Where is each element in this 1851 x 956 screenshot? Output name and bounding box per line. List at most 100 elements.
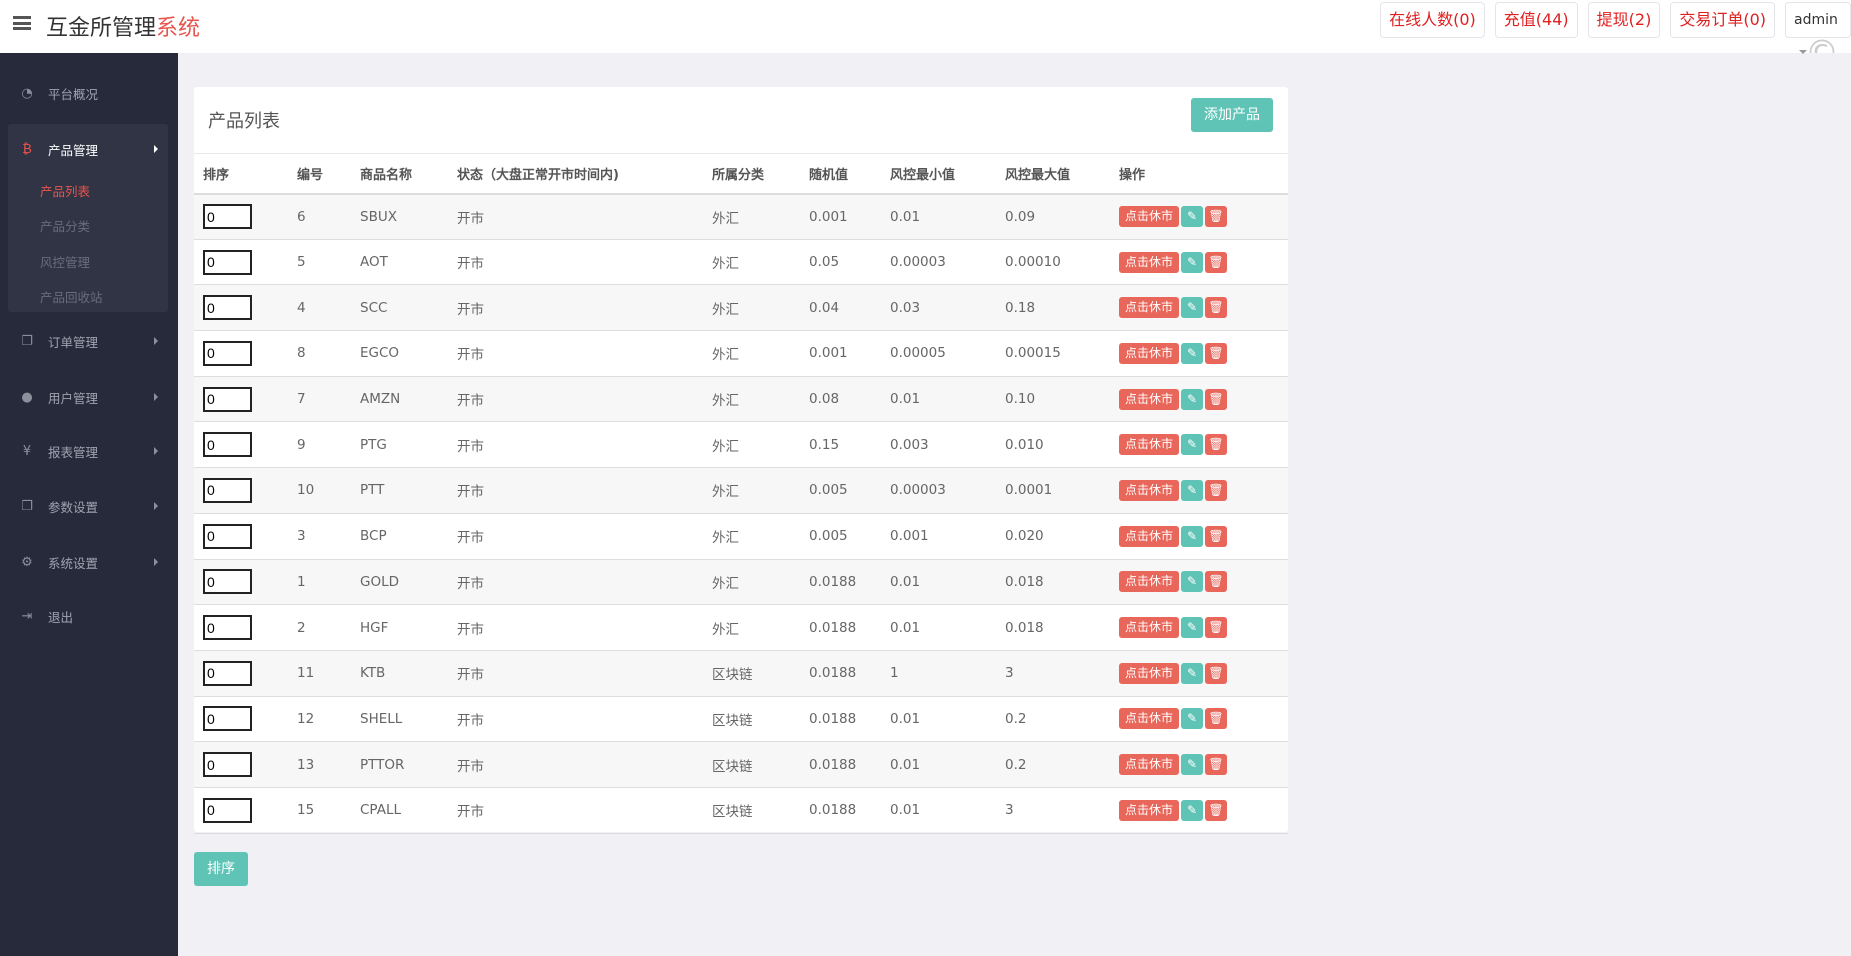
edit-button[interactable]: ✎ [1181,571,1203,593]
sort-input[interactable] [203,386,252,412]
sidebar-sub-product-list[interactable]: 产品列表 [40,184,91,199]
sort-input[interactable] [203,295,252,321]
sidebar-item-params[interactable]: ❐ 参数设置 [0,486,178,526]
close-market-button[interactable]: 点击休市 [1119,754,1179,776]
col-status: 状态（大盘正常开市时间内) [457,153,712,195]
cell-status: 开市 [457,330,712,377]
cell-id: 8 [297,330,360,377]
actions-cell: 点击休市 ✎ 🗑 [1119,604,1288,651]
close-market-button[interactable]: 点击休市 [1119,571,1179,593]
sort-input[interactable] [203,523,252,549]
sort-input[interactable] [203,340,252,366]
add-product-button[interactable]: 添加产品 [1191,98,1273,132]
cell-max: 0.18 [1005,284,1119,332]
sidebar-item-overview[interactable]: ◔ 平台概况 [0,73,178,113]
delete-button[interactable]: 🗑 [1205,799,1227,821]
delete-button[interactable]: 🗑 [1205,297,1227,319]
cell-cat: 外汇 [712,604,809,651]
delete-button[interactable]: 🗑 [1205,342,1227,364]
edit-button[interactable]: ✎ [1181,662,1203,684]
menu-toggle-icon[interactable] [13,16,31,30]
close-market-button[interactable]: 点击休市 [1119,251,1179,273]
cell-rand: 0.15 [809,421,890,469]
close-market-button[interactable]: 点击休市 [1119,799,1179,821]
cell-rand: 0.005 [809,467,890,514]
edit-button[interactable]: ✎ [1181,479,1203,501]
trash-icon: 🗑 [1208,300,1224,315]
sort-input[interactable] [203,432,252,458]
edit-button[interactable]: ✎ [1181,206,1203,228]
sort-input[interactable] [203,569,252,595]
cell-name: SCC [360,284,457,332]
caret-right-icon [154,447,158,455]
actions-cell: 点击休市 ✎ 🗑 [1119,376,1288,423]
online-users-button[interactable]: 在线人数(0) [1380,2,1485,38]
cell-cat: 外汇 [712,467,809,514]
cell-id: 9 [297,421,360,469]
sidebar-sub-risk-control[interactable]: 风控管理 [40,255,91,270]
close-market-button[interactable]: 点击休市 [1119,297,1179,319]
edit-button[interactable]: ✎ [1181,434,1203,456]
delete-button[interactable]: 🗑 [1205,708,1227,730]
pencil-icon: ✎ [1186,665,1198,680]
sidebar-item-system[interactable]: ⚙ 系统设置 [0,542,178,582]
sort-input[interactable] [203,706,252,732]
delete-button[interactable]: 🗑 [1205,754,1227,776]
edit-button[interactable]: ✎ [1181,754,1203,776]
close-market-button[interactable]: 点击休市 [1119,388,1179,410]
edit-button[interactable]: ✎ [1181,708,1203,730]
sidebar-item-users[interactable]: ● 用户管理 [0,377,178,417]
cell-status: 开市 [457,193,712,240]
sort-input[interactable] [203,797,252,823]
delete-button[interactable]: 🗑 [1205,662,1227,684]
close-market-button[interactable]: 点击休市 [1119,206,1179,228]
sort-input[interactable] [203,752,252,778]
close-market-button[interactable]: 点击休市 [1119,662,1179,684]
sort-input[interactable] [203,660,252,686]
delete-button[interactable]: 🗑 [1205,571,1227,593]
sidebar-sub-product-category[interactable]: 产品分类 [40,219,91,234]
delete-button[interactable]: 🗑 [1205,525,1227,547]
sort-input[interactable] [203,249,252,275]
withdraw-button[interactable]: 提现(2) [1587,2,1661,38]
caret-right-icon [154,502,158,510]
edit-button[interactable]: ✎ [1181,388,1203,410]
sort-button[interactable]: 排序 [194,852,248,886]
cell-min: 0.01 [890,696,1005,743]
cell-rand: 0.0188 [809,787,890,834]
delete-button[interactable]: 🗑 [1205,479,1227,501]
edit-button[interactable]: ✎ [1181,297,1203,319]
edit-button[interactable]: ✎ [1181,525,1203,547]
cell-min: 0.01 [890,193,1005,240]
delete-button[interactable]: 🗑 [1205,251,1227,273]
trade-orders-button[interactable]: 交易订单(0) [1670,2,1775,38]
close-market-button[interactable]: 点击休市 [1119,434,1179,456]
edit-button[interactable]: ✎ [1181,617,1203,639]
sort-input[interactable] [203,477,252,503]
sidebar-item-reports[interactable]: ¥ 报表管理 [0,431,178,471]
edit-button[interactable]: ✎ [1181,342,1203,364]
close-market-button[interactable]: 点击休市 [1119,708,1179,730]
sort-input[interactable] [203,615,252,641]
sidebar-sub-recycle-bin[interactable]: 产品回收站 [40,290,103,305]
edit-button[interactable]: ✎ [1181,799,1203,821]
close-market-button[interactable]: 点击休市 [1119,342,1179,364]
close-market-button[interactable]: 点击休市 [1119,525,1179,547]
close-market-button[interactable]: 点击休市 [1119,479,1179,501]
delete-button[interactable]: 🗑 [1205,206,1227,228]
sort-input[interactable] [203,204,252,230]
delete-button[interactable]: 🗑 [1205,617,1227,639]
sort-cell [194,696,297,743]
close-market-button[interactable]: 点击休市 [1119,617,1179,639]
cell-id: 5 [297,239,360,286]
sidebar-item-products[interactable]: ₿ 产品管理 [0,129,178,169]
sidebar-item-orders[interactable]: ❐ 订单管理 [0,321,178,361]
admin-dropdown[interactable]: admin [1785,2,1851,38]
sort-cell [194,421,297,469]
edit-button[interactable]: ✎ [1181,251,1203,273]
delete-button[interactable]: 🗑 [1205,388,1227,410]
sidebar-item-logout[interactable]: ⇥ 退出 [0,596,178,636]
recharge-button[interactable]: 充值(44) [1494,2,1578,38]
delete-button[interactable]: 🗑 [1205,434,1227,456]
